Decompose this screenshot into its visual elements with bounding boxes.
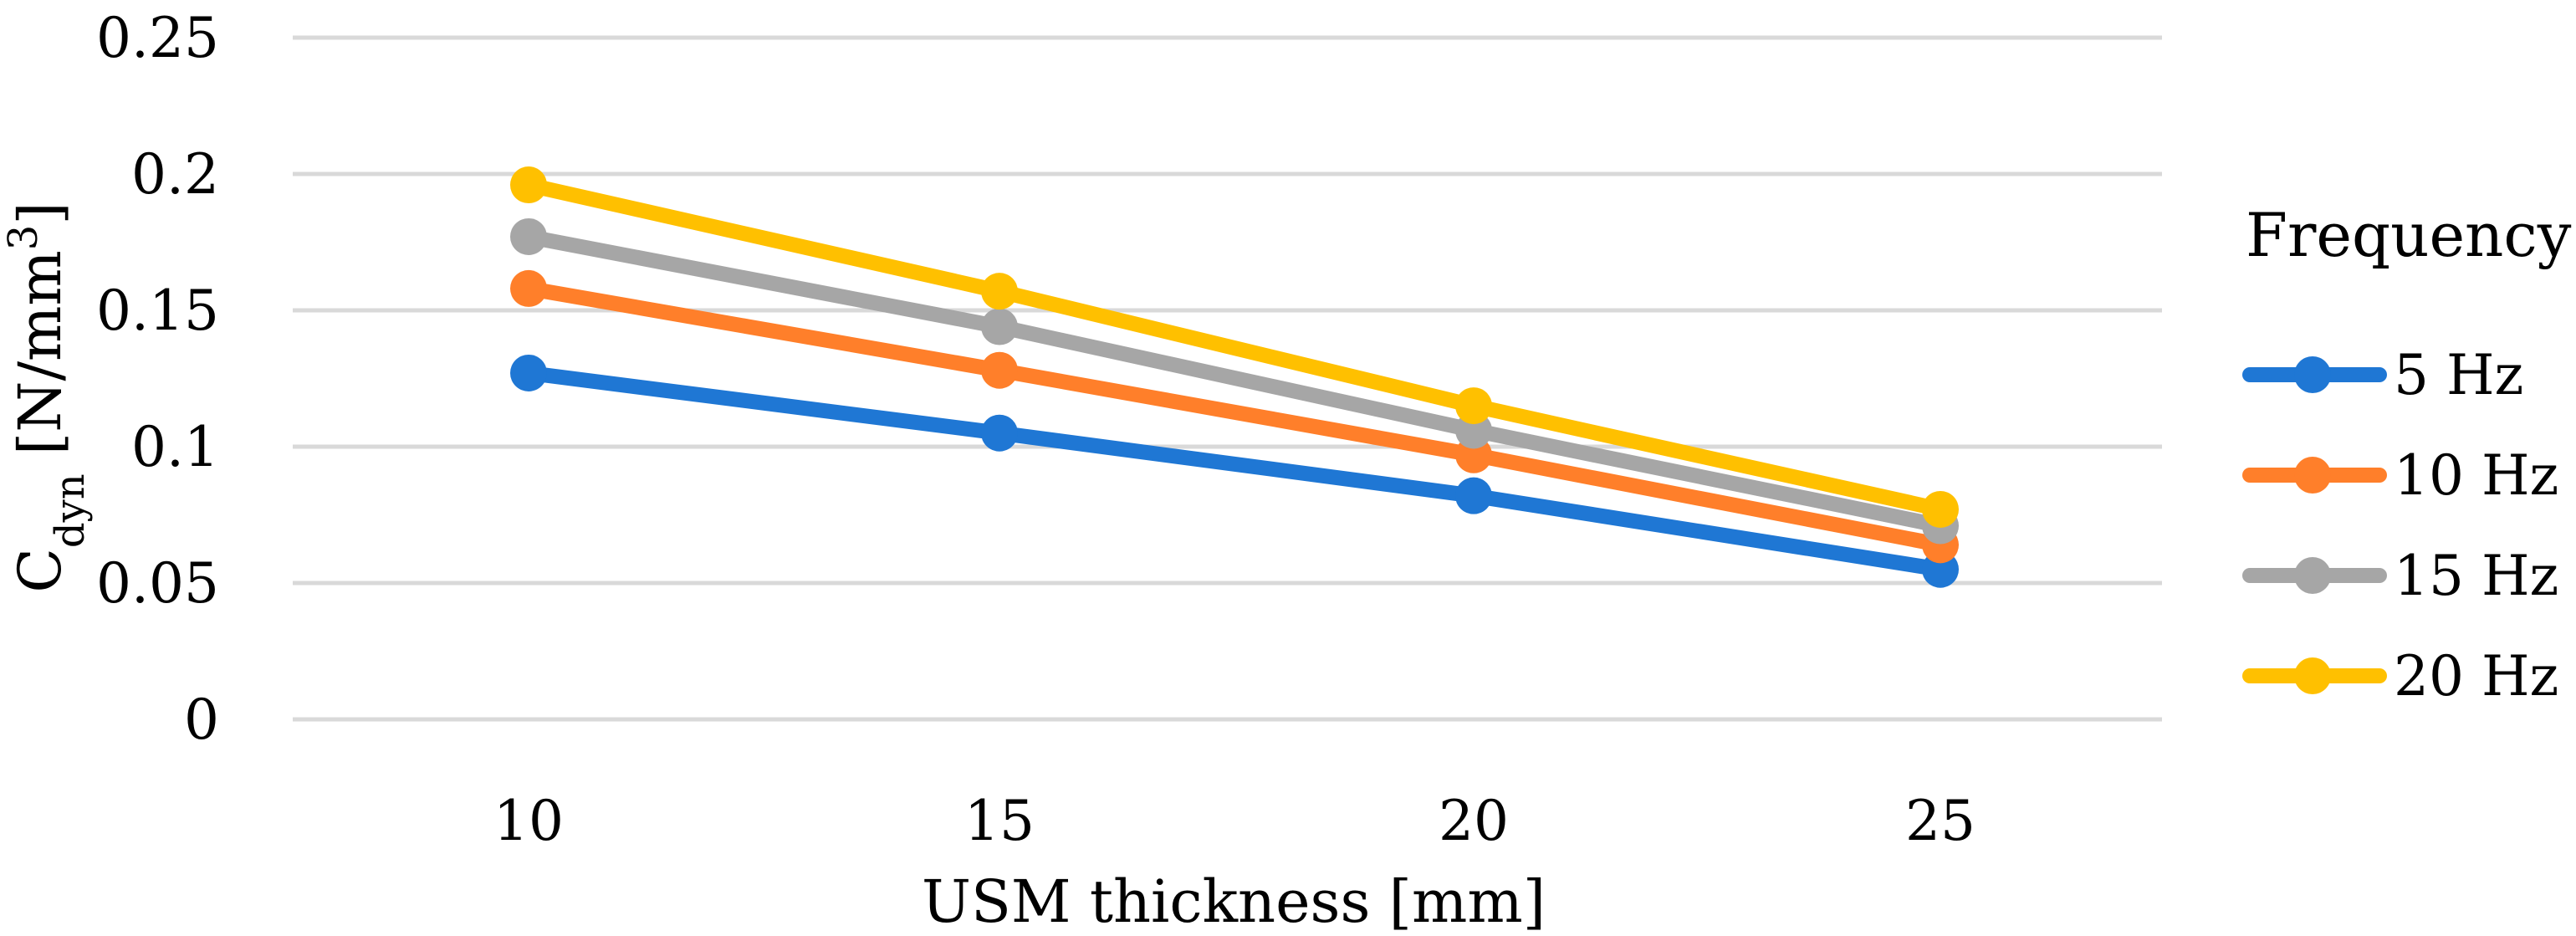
data-point: [510, 217, 547, 255]
gridlines: [293, 35, 2162, 722]
legend-marker: [2294, 457, 2331, 494]
y-axis-title-subscript: dyn: [47, 473, 94, 548]
y-tick-label: 0.05: [96, 551, 219, 616]
data-point: [1455, 387, 1492, 425]
legend: Frequency 5 Hz 10 Hz 15 Hz 20 Hz: [2242, 200, 2572, 708]
legend-label: 15 Hz: [2394, 544, 2558, 608]
legend-item: 20 Hz: [2242, 644, 2558, 708]
x-tick-label: 20: [1439, 789, 1509, 853]
data-point: [981, 351, 1018, 389]
x-tick-label: 15: [964, 789, 1035, 853]
series-15-hz: [510, 217, 1959, 545]
legend-item: 15 Hz: [2242, 544, 2558, 608]
legend-item: 5 Hz: [2242, 343, 2523, 407]
y-axis-title-main: C: [6, 548, 74, 593]
legend-marker: [2294, 356, 2331, 393]
legend-items: 5 Hz 10 Hz 15 Hz 20 Hz: [2242, 343, 2558, 708]
legend-label: 20 Hz: [2394, 644, 2558, 708]
legend-item: 10 Hz: [2242, 443, 2558, 508]
y-axis-title-unit-end: ]: [6, 202, 74, 224]
y-axis-ticks: 0 0.05 0.1 0.15 0.2 0.25: [96, 6, 219, 752]
data-point: [510, 269, 547, 307]
data-point: [1455, 477, 1492, 514]
series-group: [510, 166, 1959, 588]
y-tick-label: 0.15: [96, 279, 219, 343]
data-point: [510, 354, 547, 391]
series-line: [521, 177, 1948, 517]
legend-marker: [2294, 657, 2331, 694]
y-axis-title-superscript: 3: [0, 225, 47, 251]
y-axis-title-unit: [N/mm: [6, 250, 74, 473]
y-axis-title: Cdyn [N/mm3]: [0, 202, 94, 592]
series-line: [521, 280, 1948, 553]
x-tick-label: 10: [493, 789, 564, 853]
data-point: [981, 308, 1018, 345]
x-tick-label: 25: [1905, 789, 1975, 853]
y-tick-label: 0.2: [131, 142, 219, 207]
legend-title: Frequency: [2246, 200, 2572, 270]
data-point: [981, 273, 1018, 310]
series-line: [521, 228, 1948, 534]
y-tick-label: 0.1: [131, 415, 219, 479]
y-tick-label: 0.25: [96, 6, 219, 70]
data-point: [1922, 490, 1959, 528]
legend-label: 10 Hz: [2394, 443, 2558, 508]
x-axis-title: USM thickness [mm]: [922, 867, 1546, 936]
x-axis-ticks: 10 15 20 25: [493, 789, 1975, 853]
series-line: [521, 365, 1948, 577]
legend-label: 5 Hz: [2394, 343, 2523, 407]
series-10-hz: [510, 269, 1959, 564]
data-point: [981, 414, 1018, 452]
y-tick-label: 0: [184, 688, 219, 752]
data-point: [510, 166, 547, 204]
legend-marker: [2294, 557, 2331, 594]
series-20-hz: [510, 166, 1959, 528]
